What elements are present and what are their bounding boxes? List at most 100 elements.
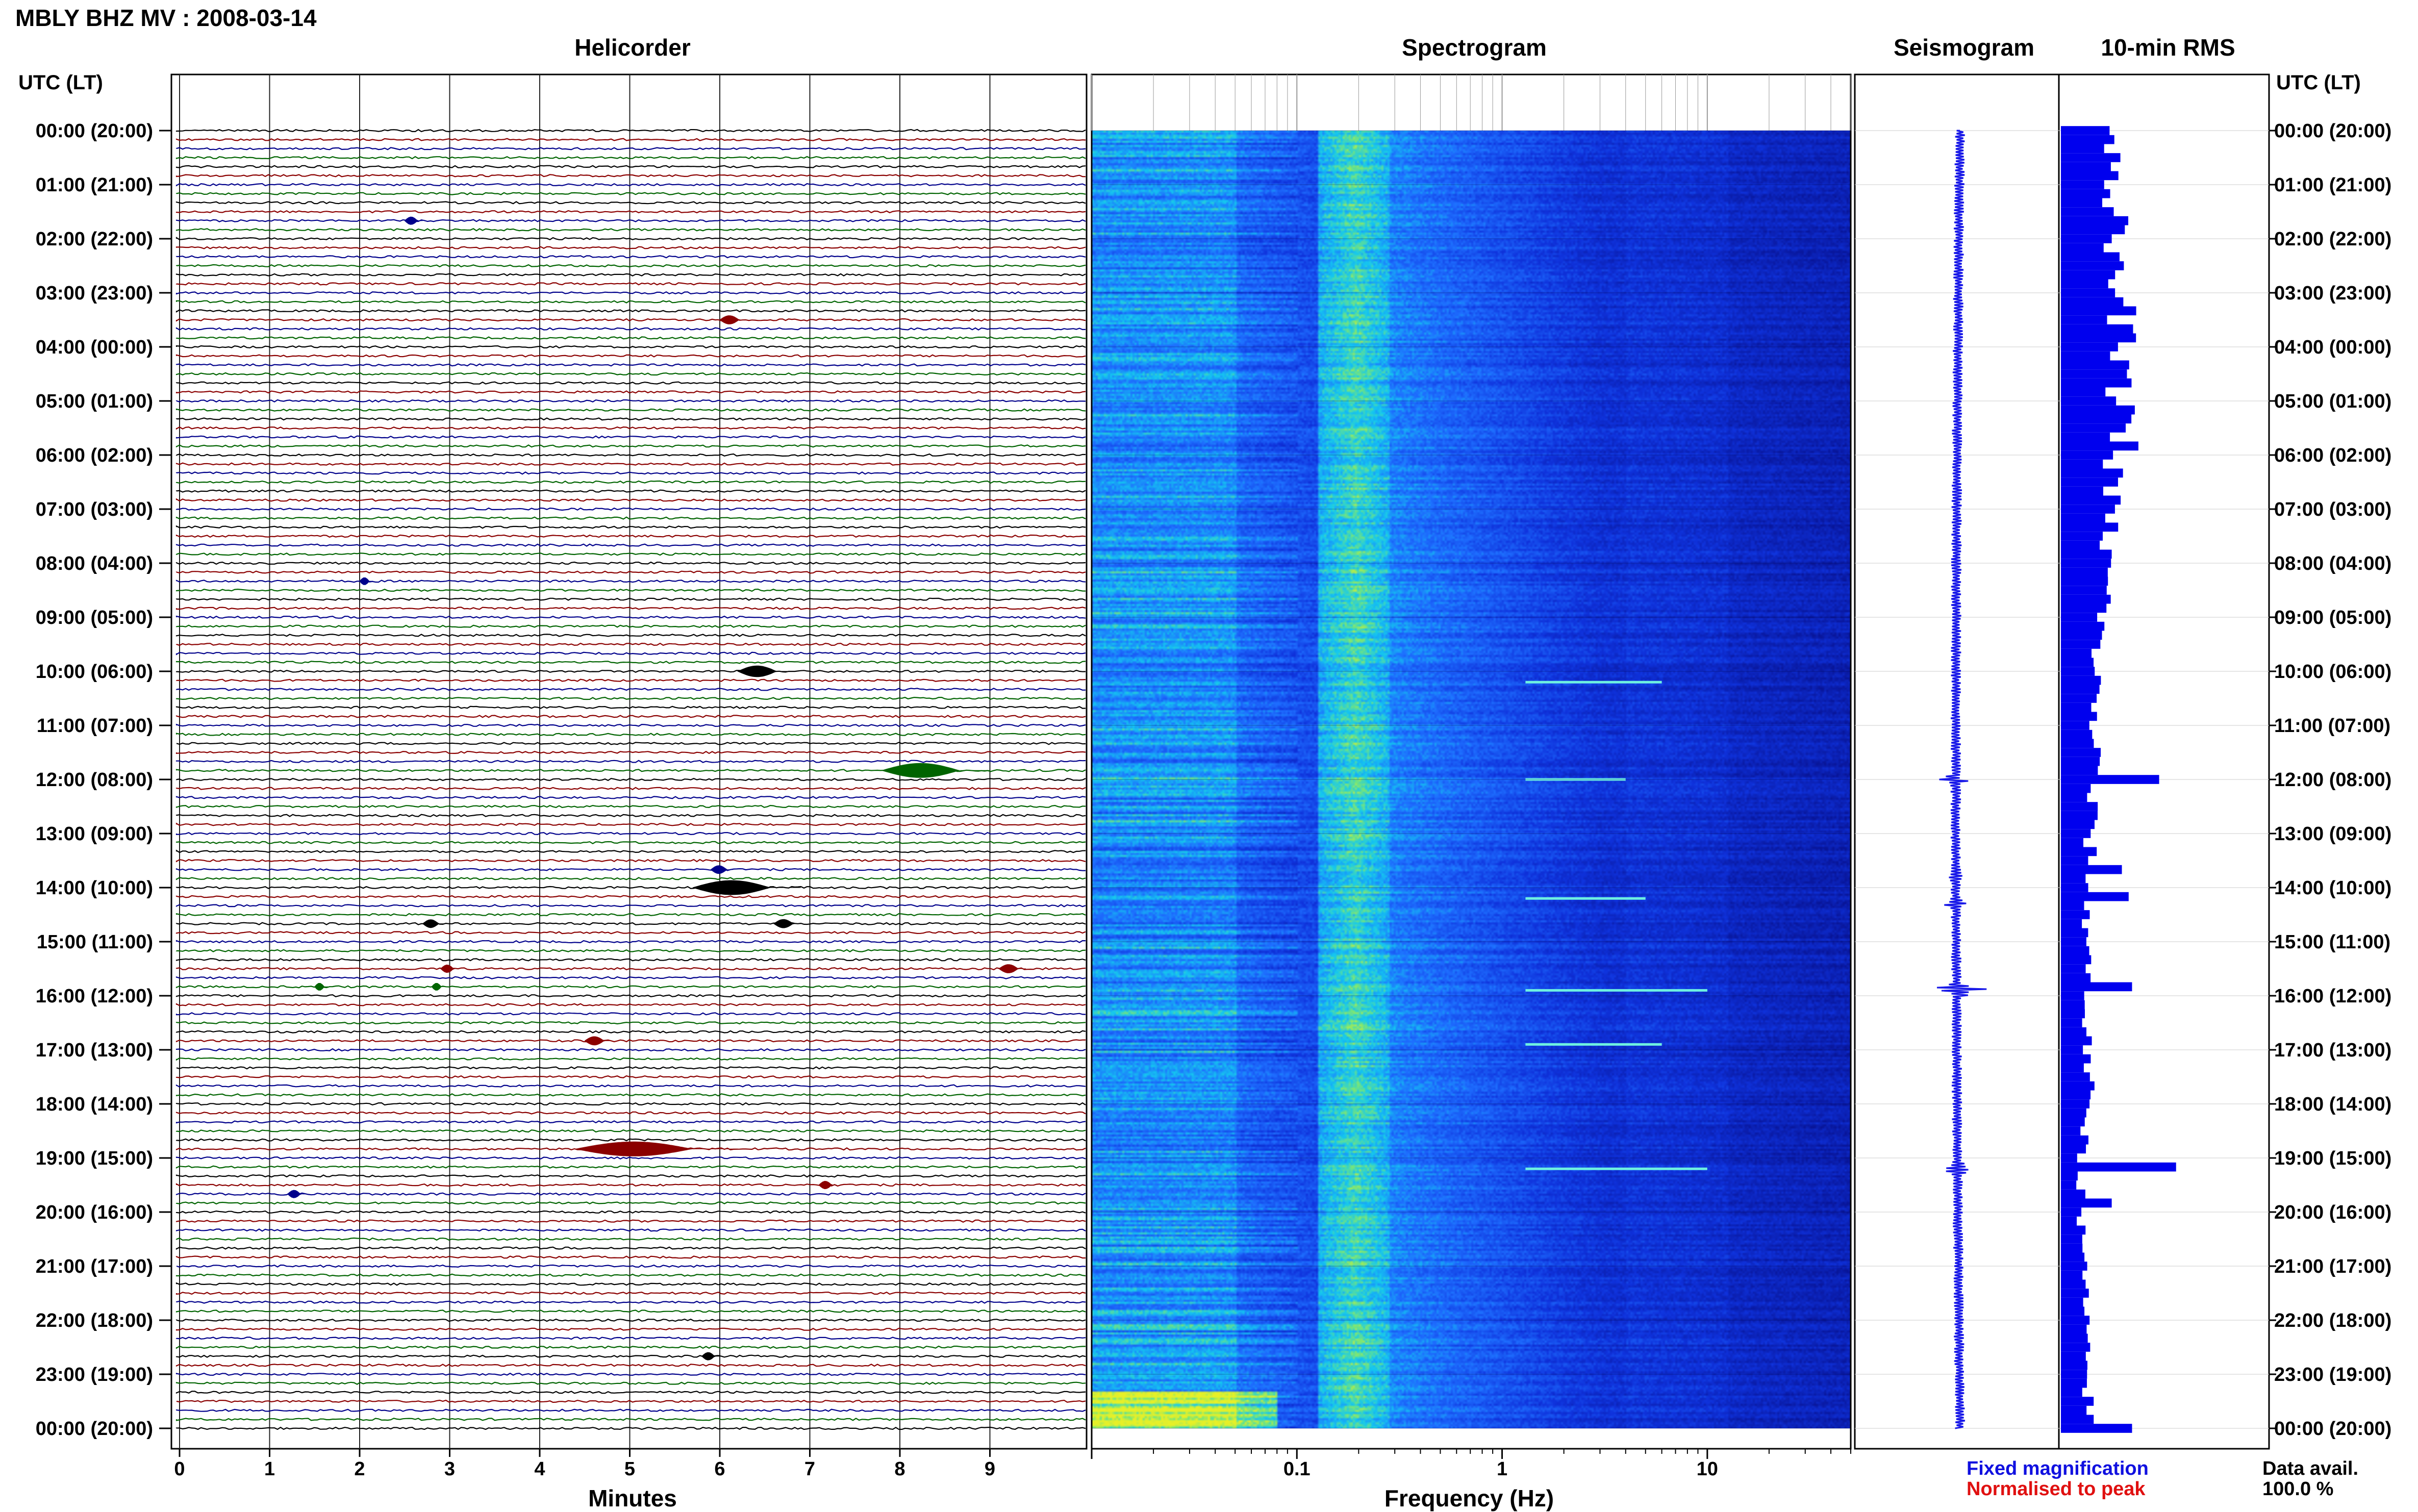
data-availability-label: Data avail. <box>2262 1458 2358 1479</box>
rms-bar <box>2061 721 2089 730</box>
helicorder-trace <box>175 219 1086 222</box>
time-label-left: 07:00 (03:00) <box>36 499 153 520</box>
helicorder-trace <box>175 1418 1086 1421</box>
helicorder-trace <box>175 940 1086 944</box>
rms-bar <box>2061 1018 2082 1027</box>
helicorder-trace <box>175 822 1086 826</box>
time-label-right: 20:00 (16:00) <box>2274 1202 2391 1223</box>
rms-bar <box>2061 910 2090 919</box>
minute-tick-label: 5 <box>624 1458 635 1480</box>
rms-bar <box>2061 207 2114 216</box>
time-label-left: 04:00 (00:00) <box>36 337 153 358</box>
time-label-left: 19:00 (15:00) <box>36 1148 153 1169</box>
rms-bar <box>2061 586 2107 595</box>
rms-bar <box>2061 955 2092 965</box>
rms-bar <box>2061 621 2105 631</box>
time-label-right: 00:00 (20:00) <box>2274 120 2391 142</box>
time-label-left: 17:00 (13:00) <box>36 1040 153 1061</box>
helicorder-trace <box>175 318 1086 322</box>
helicorder-trace <box>175 615 1086 619</box>
helicorder-trace <box>175 913 1086 917</box>
helicorder-trace <box>175 525 1086 529</box>
helicorder-trace <box>175 129 1086 133</box>
spectrogram-frame <box>1091 73 1852 1450</box>
rms-bar <box>2061 1117 2085 1127</box>
helicorder-trace <box>175 480 1086 484</box>
helicorder-trace <box>175 156 1086 160</box>
time-label-right: 19:00 (15:00) <box>2274 1148 2391 1169</box>
rms-bar <box>2061 126 2110 135</box>
helicorder-trace <box>175 165 1086 168</box>
helicorder-trace <box>175 814 1086 817</box>
helicorder-trace <box>176 1066 1086 1070</box>
rms-bar <box>2061 820 2095 829</box>
helicorder-trace <box>175 1426 1086 1430</box>
rms-bar <box>2061 243 2104 253</box>
helicorder-event <box>575 1141 738 1156</box>
rms-bar <box>2061 306 2136 316</box>
rms-bar <box>2061 540 2100 550</box>
helicorder-trace <box>175 282 1086 286</box>
rms-bar <box>2061 748 2101 757</box>
rms-bar <box>2061 153 2121 162</box>
helicorder-trace <box>175 634 1086 637</box>
rms-bar <box>2061 1081 2095 1091</box>
helicorder-trace <box>175 489 1086 493</box>
time-label-left: 05:00 (01:00) <box>36 391 153 412</box>
helicorder-trace <box>175 1102 1086 1106</box>
helicorder-event <box>692 880 801 895</box>
helicorder-trace <box>175 733 1086 736</box>
helicorder-trace <box>175 958 1086 962</box>
helicorder-title: Helicorder <box>574 34 691 61</box>
rms-bar <box>2061 1189 2085 1199</box>
helicorder-trace <box>175 642 1086 646</box>
rms-bar <box>2061 369 2127 379</box>
frequency-axis-label: Frequency (Hz) <box>1384 1485 1554 1511</box>
rms-bar <box>2061 775 2159 784</box>
helicorder-trace <box>175 1255 1086 1259</box>
helicorder-trace <box>175 1183 1086 1187</box>
helicorder-trace <box>176 742 1086 745</box>
minute-tick-label: 8 <box>894 1458 905 1480</box>
helicorder-event <box>737 665 792 677</box>
time-label-right: 04:00 (00:00) <box>2274 337 2391 358</box>
time-label-right: 11:00 (07:00) <box>2274 715 2390 737</box>
time-label-left: 23:00 (19:00) <box>36 1364 153 1385</box>
legend-fixed-magnification: Fixed magnification <box>1967 1458 2149 1479</box>
helicorder-trace <box>175 777 1086 782</box>
helicorder-trace <box>175 1003 1086 1006</box>
minutes-axis-label: Minutes <box>588 1485 677 1511</box>
helicorder-event <box>359 577 373 585</box>
helicorder-trace <box>175 1408 1086 1412</box>
rms-bar <box>2061 991 2084 1000</box>
helicorder-trace <box>175 723 1086 727</box>
helicorder-trace <box>175 841 1086 844</box>
rms-bar <box>2061 1270 2083 1280</box>
helicorder-trace <box>175 579 1086 583</box>
time-label-right: 03:00 (23:00) <box>2274 283 2391 304</box>
rms-bar <box>2061 360 2129 370</box>
helicorder-event <box>719 315 747 324</box>
rms-bar <box>2061 252 2120 262</box>
helicorder-trace <box>175 859 1086 863</box>
helicorder-trace <box>175 327 1086 331</box>
frequency-tick-label: 10 <box>1697 1458 1718 1480</box>
rms-bar <box>2061 1216 2077 1226</box>
helicorder-trace <box>175 976 1086 979</box>
helicorder-event <box>314 983 329 991</box>
rms-bar <box>2061 441 2138 451</box>
helicorder-trace <box>175 1174 1086 1178</box>
rms-bar <box>2061 1198 2112 1208</box>
rms-bar <box>2061 1243 2083 1253</box>
time-label-right: 21:00 (17:00) <box>2274 1256 2391 1277</box>
rms-bar <box>2061 135 2114 144</box>
helicorder-event <box>773 919 801 928</box>
rms-bar <box>2061 1415 2094 1424</box>
time-label-right: 00:00 (20:00) <box>2274 1418 2391 1440</box>
helicorder-trace <box>175 1337 1086 1340</box>
rms-bar <box>2061 675 2101 685</box>
helicorder-trace <box>175 237 1086 241</box>
helicorder-event <box>998 964 1026 973</box>
helicorder-trace <box>175 868 1086 871</box>
time-label-right: 02:00 (22:00) <box>2274 229 2391 250</box>
